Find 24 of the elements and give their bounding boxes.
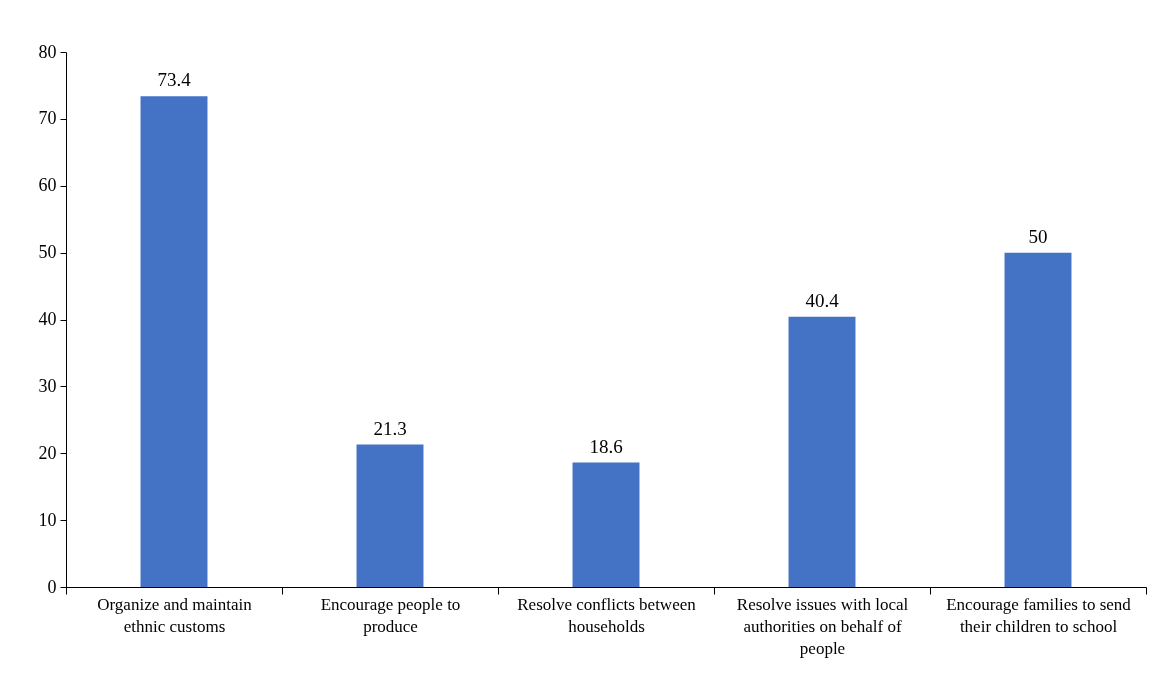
bar — [356, 444, 424, 587]
data-label: 40.4 — [805, 289, 840, 311]
data-label: 50 — [1028, 225, 1048, 247]
bar — [788, 316, 856, 587]
data-label: 73.4 — [157, 69, 192, 91]
data-label: 18.6 — [589, 435, 623, 457]
y-tick-label: 80 — [38, 41, 57, 62]
bar — [140, 96, 208, 587]
y-tick-label: 50 — [38, 242, 57, 263]
x-tick-label: Organize and maintain ethnic customs — [97, 594, 253, 636]
y-tick-label: 30 — [38, 375, 57, 396]
data-label: 21.3 — [373, 417, 407, 439]
bar — [572, 462, 640, 587]
y-tick-label: 60 — [38, 175, 57, 196]
y-tick-label: 40 — [38, 309, 57, 329]
y-tick-label: 0 — [47, 576, 57, 597]
bar — [1004, 252, 1072, 587]
x-tick-label: Resolve issues with local authorities on behalf of people — [736, 594, 909, 658]
x-tick-label: Encourage families to send their children to school — [946, 594, 1132, 636]
y-tick-label: 10 — [38, 509, 57, 530]
x-tick-label: Resolve conflicts between households — [517, 594, 697, 636]
y-tick-label: 20 — [38, 442, 57, 463]
x-tick-label: Encourage people to produce — [320, 594, 461, 636]
y-tick-label: 70 — [38, 108, 57, 129]
